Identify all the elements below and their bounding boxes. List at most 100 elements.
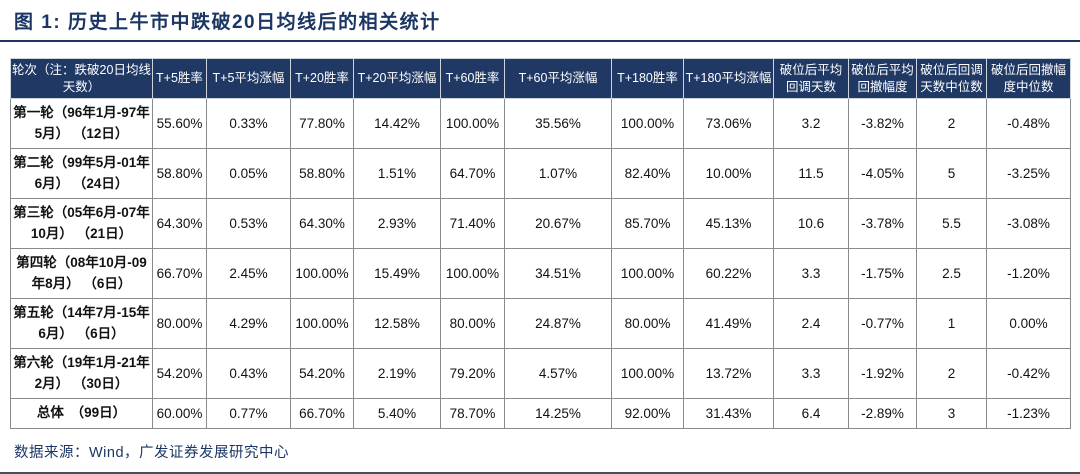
cell-value: 85.70% [611,198,684,249]
cell-value: 73.06% [683,98,774,149]
cell-value: 66.70% [152,248,207,299]
cell-value: 10.6 [773,198,849,249]
cell-value: 80.00% [611,298,684,349]
table-body: 第一轮（96年1月-97年5月） （12日） 55.60% 0.33% 77.80% 1… [10,98,1071,429]
cell-value: 24.87% [504,298,612,349]
column-header: T+20平均涨幅 [353,58,441,99]
cell-value: 2.93% [353,198,441,249]
cell-value: 2.4 [773,298,849,349]
cell-value: -3.08% [986,198,1071,249]
cell-value: 4.57% [504,348,612,399]
cell-value: 3.2 [773,98,849,149]
cell-value: 100.00% [440,98,505,149]
row-label: 第五轮（14年7月-15年6月） （6日） [10,298,153,349]
cell-value: 100.00% [290,298,354,349]
cell-value: 0.00% [986,298,1071,349]
column-header: 破位后回调天数中位数 [916,58,987,99]
cell-value: 2.19% [353,348,441,399]
cell-value: 78.70% [440,398,505,429]
column-header: T+180胜率 [611,58,684,99]
column-header: T+180平均涨幅 [683,58,774,99]
cell-value: 4.29% [206,298,291,349]
row-label: 第六轮（19年1月-21年2月） （30日） [10,348,153,399]
table-row: 第六轮（19年1月-21年2月） （30日） 54.20% 0.43% 54.20% 2… [10,348,1071,399]
cell-value: 11.5 [773,148,849,199]
cell-value: -3.25% [986,148,1071,199]
cell-value: -4.05% [848,148,917,199]
table-row: 第五轮（14年7月-15年6月） （6日） 80.00% 4.29% 100.00% 1… [10,298,1071,349]
row-label: 第二轮（99年5月-01年6月） （24日） [10,148,153,199]
cell-value: 100.00% [611,348,684,399]
cell-value: 6.4 [773,398,849,429]
column-header: T+60胜率 [440,58,505,99]
data-source-note: 数据来源：Wind，广发证券发展研究中心 [14,445,290,461]
cell-value: 1.51% [353,148,441,199]
cell-value: 5 [916,148,987,199]
table-container: 轮次（注：跌破20日均线天数） T+5胜率 T+5平均涨幅 T+20胜率 T+20平均涨… [0,58,1080,429]
cell-value: 15.49% [353,248,441,299]
cell-value: 64.30% [290,198,354,249]
cell-value: -0.42% [986,348,1071,399]
cell-value: 82.40% [611,148,684,199]
cell-value: 100.00% [611,98,684,149]
cell-value: 10.00% [683,148,774,199]
cell-value: 54.20% [290,348,354,399]
cell-value: 3 [916,398,987,429]
table-row-total: 总体 （99日） 60.00% 0.77% 66.70% 5.40% 78.70% 14.2… [10,398,1071,429]
table-row: 第二轮（99年5月-01年6月） （24日） 58.80% 0.05% 58.80% 1… [10,148,1071,199]
column-header: 破位后平均回调天数 [773,58,849,99]
table-row: 第三轮（05年6月-07年10月） （21日） 64.30% 0.53% 64.30%… [10,198,1071,249]
cell-value: 13.72% [683,348,774,399]
cell-value: 0.77% [206,398,291,429]
column-header: T+60平均涨幅 [504,58,612,99]
cell-value: 20.67% [504,198,612,249]
column-header: 破位后回撤幅度中位数 [986,58,1071,99]
column-header: T+5胜率 [152,58,207,99]
figure-title: 图 1: 历史上牛市中跌破20日均线后的相关统计 [14,12,441,33]
column-header: T+20胜率 [290,58,354,99]
cell-value: -1.92% [848,348,917,399]
column-header: 轮次（注：跌破20日均线天数） [10,58,153,99]
cell-value: 1.07% [504,148,612,199]
cell-value: 100.00% [290,248,354,299]
cell-value: -0.77% [848,298,917,349]
cell-value: 2.5 [916,248,987,299]
cell-value: 12.58% [353,298,441,349]
cell-value: 64.30% [152,198,207,249]
cell-value: 0.53% [206,198,291,249]
cell-value: 100.00% [611,248,684,299]
cell-value: 3.3 [773,348,849,399]
cell-value: 0.33% [206,98,291,149]
cell-value: 5.40% [353,398,441,429]
cell-value: 79.20% [440,348,505,399]
cell-value: 54.20% [152,348,207,399]
cell-value: -1.23% [986,398,1071,429]
cell-value: -0.48% [986,98,1071,149]
cell-value: 41.49% [683,298,774,349]
cell-value: 35.56% [504,98,612,149]
cell-value: 14.25% [504,398,612,429]
cell-value: 34.51% [504,248,612,299]
table-row: 第四轮（08年10月-09年8月） （6日） 66.70% 2.45% 100.00%… [10,248,1071,299]
cell-value: 2 [916,98,987,149]
cell-value: 0.05% [206,148,291,199]
cell-value: 100.00% [440,248,505,299]
cell-value: 60.22% [683,248,774,299]
cell-value: 71.40% [440,198,505,249]
table-header: 轮次（注：跌破20日均线天数） T+5胜率 T+5平均涨幅 T+20胜率 T+20平均涨… [10,58,1071,99]
cell-value: -2.89% [848,398,917,429]
row-label: 总体 （99日） [10,398,153,429]
cell-value: 64.70% [440,148,505,199]
cell-value: 58.80% [152,148,207,199]
cell-value: 3.3 [773,248,849,299]
cell-value: 55.60% [152,98,207,149]
cell-value: 45.13% [683,198,774,249]
cell-value: -1.75% [848,248,917,299]
row-label: 第四轮（08年10月-09年8月） （6日） [10,248,153,299]
cell-value: 2 [916,348,987,399]
cell-value: 14.42% [353,98,441,149]
cell-value: 80.00% [440,298,505,349]
cell-value: 60.00% [152,398,207,429]
title-divider [0,40,1080,42]
